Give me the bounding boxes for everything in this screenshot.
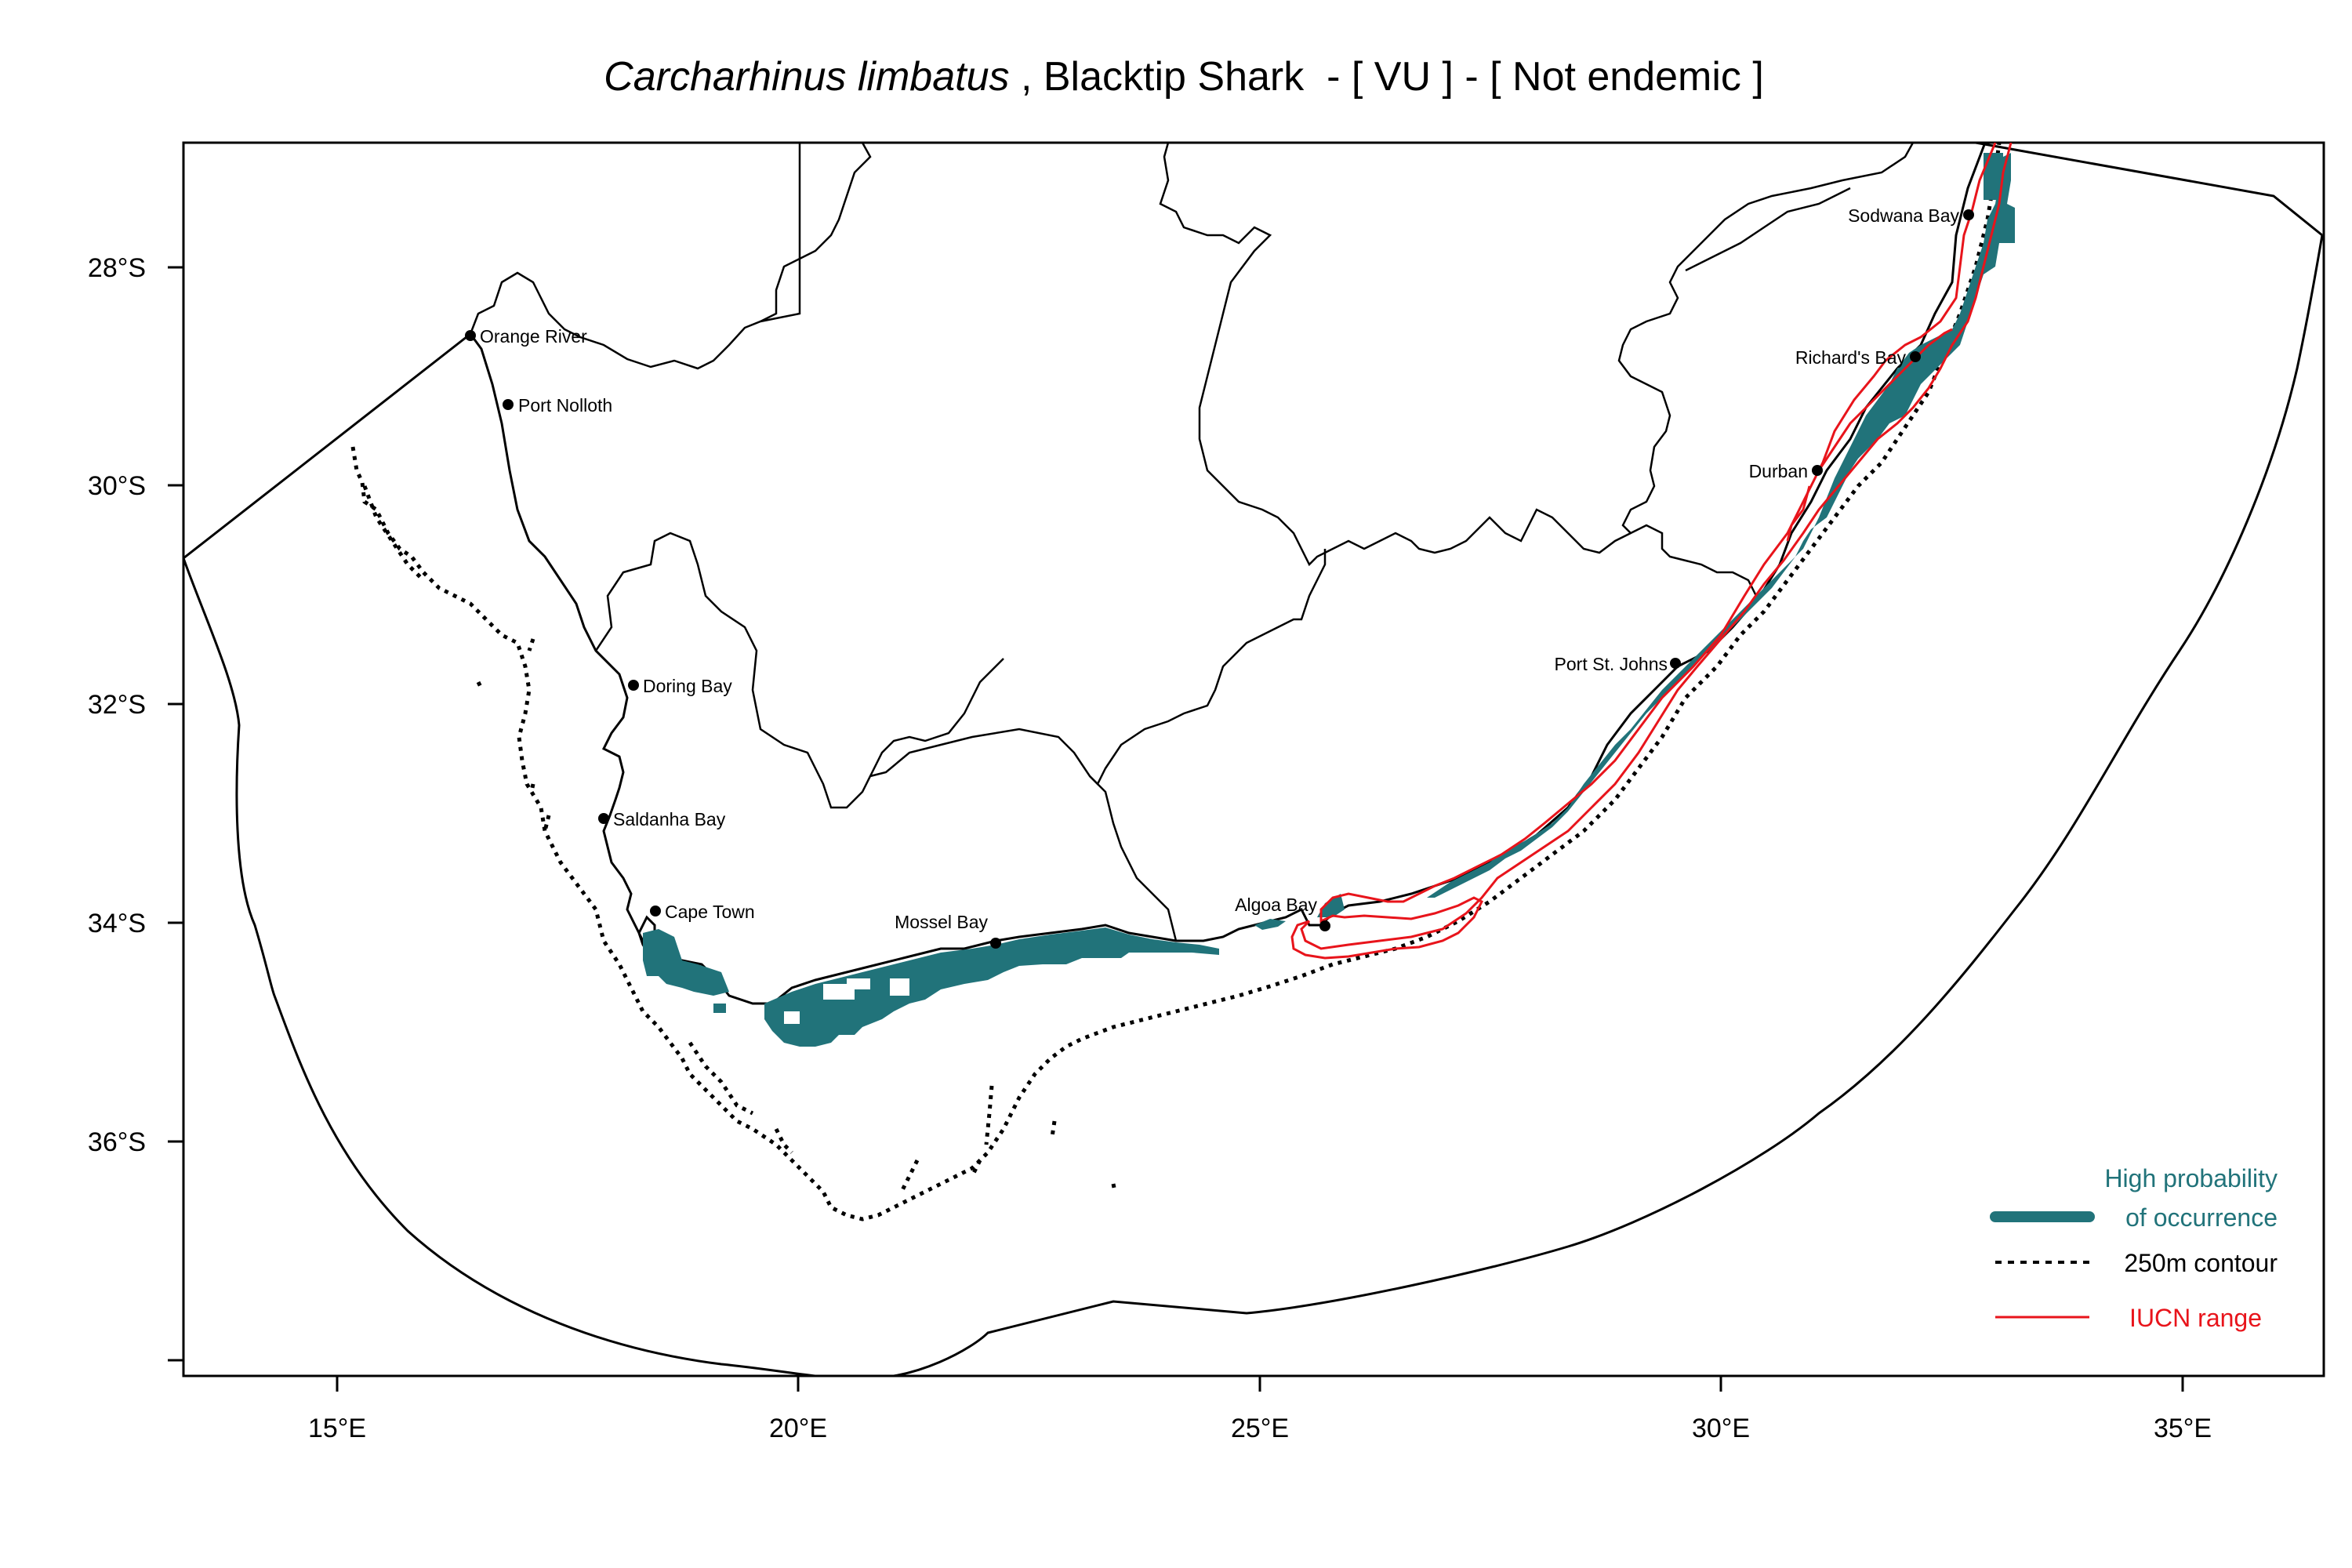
place-label-doring-bay: Doring Bay (643, 676, 732, 696)
place-label-cape-town: Cape Town (665, 902, 755, 922)
place-label-saldanha-bay: Saldanha Bay (613, 809, 726, 829)
place-points (465, 209, 1974, 949)
place-label-algoa-bay: Algoa Bay (1235, 895, 1317, 915)
legend-contour-label: 250m contour (2124, 1249, 2278, 1277)
x-axis-labels: 15°E 20°E 25°E 30°E 35°E (308, 1414, 2212, 1443)
occurrence-area (643, 153, 2015, 1047)
eez-boundary (183, 143, 2324, 1376)
y-tick-label: 36°S (88, 1127, 146, 1157)
place-label-richards-bay: Richard's Bay (1795, 347, 1907, 368)
place-label-port-nolloth: Port Nolloth (518, 395, 612, 416)
place-label-durban: Durban (1749, 461, 1808, 481)
x-tick-label: 35°E (2154, 1414, 2212, 1443)
legend-occurrence-line2: of occurrence (2125, 1203, 2278, 1232)
place-label-mossel-bay: Mossel Bay (895, 912, 988, 932)
x-tick-label: 30°E (1692, 1414, 1750, 1443)
y-tick-label: 32°S (88, 690, 146, 720)
y-tick-label: 28°S (88, 253, 146, 283)
legend-occurrence-line1: High probability (2104, 1164, 2278, 1192)
contour-250m (350, 143, 2002, 1221)
legend: High probability of occurrence 250m cont… (1990, 1164, 2278, 1332)
place-label-orange-river: Orange River (480, 326, 587, 347)
y-axis-labels: 28°S 30°S 32°S 34°S 36°S (88, 253, 146, 1157)
map-title: Carcharhinus limbatus , Blacktip Shark -… (604, 54, 1764, 100)
legend-iucn-label: IUCN range (2129, 1304, 2262, 1332)
x-tick-label: 20°E (769, 1414, 827, 1443)
map-panel (182, 141, 2325, 1377)
place-labels: Orange River Port Nolloth Doring Bay Sal… (480, 205, 1959, 932)
x-tick-label: 25°E (1231, 1414, 1289, 1443)
y-axis (168, 266, 183, 1362)
map-title-rest: , Blacktip Shark - [ VU ] - [ Not endemi… (1010, 54, 1764, 100)
y-tick-label: 34°S (88, 909, 146, 938)
y-tick-label: 30°S (88, 471, 146, 501)
map-title-species: Carcharhinus limbatus (604, 54, 1009, 100)
province-borders (469, 143, 1915, 942)
coastline (469, 143, 1987, 1005)
plot-frame (182, 141, 2325, 1377)
place-label-sodwana-bay: Sodwana Bay (1848, 205, 1959, 226)
iucn-range (1290, 143, 2013, 960)
place-label-port-st-johns: Port St. Johns (1555, 654, 1668, 674)
x-axis (336, 1376, 2184, 1392)
x-tick-label: 15°E (308, 1414, 366, 1443)
